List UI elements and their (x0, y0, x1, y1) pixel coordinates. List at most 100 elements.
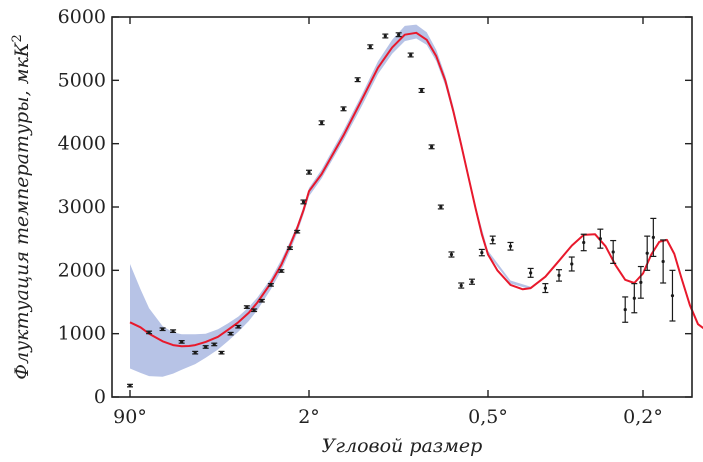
point-marker (295, 230, 299, 234)
uncertainty-band-group (130, 24, 531, 377)
data-point (622, 296, 629, 323)
data-point (178, 340, 185, 344)
data-point (448, 251, 455, 258)
data-point (610, 239, 617, 264)
point-marker (368, 45, 372, 49)
point-marker (397, 33, 401, 37)
data-point (267, 283, 274, 287)
point-marker (193, 351, 197, 355)
data-point (637, 265, 644, 299)
point-marker (570, 262, 574, 266)
point-marker (651, 235, 655, 239)
data-point (235, 324, 242, 329)
point-marker (491, 238, 495, 242)
data-point (669, 269, 676, 322)
data-point (211, 342, 218, 347)
point-marker (171, 329, 175, 333)
point-marker (470, 280, 474, 284)
point-marker (279, 269, 283, 273)
fit-line-group (129, 31, 703, 348)
point-marker (236, 325, 240, 329)
point-marker (645, 251, 649, 255)
data-point (300, 199, 307, 205)
y-tick-label: 4000 (58, 133, 106, 155)
y-tick-label: 5000 (58, 69, 106, 91)
point-marker (204, 345, 208, 349)
point-marker (543, 286, 547, 290)
point-marker (252, 308, 256, 312)
data-point (318, 120, 325, 126)
data-point (159, 327, 166, 332)
point-marker (623, 308, 627, 312)
y-tick-label: 6000 (58, 6, 106, 28)
y-tick-label: 1000 (58, 323, 106, 345)
point-marker (147, 330, 151, 334)
point-marker (307, 170, 311, 174)
data-point (202, 345, 209, 349)
x-tick-label: 0,2° (623, 406, 663, 428)
point-marker (229, 332, 233, 336)
x-tick-label: 0,5° (468, 406, 508, 428)
data-point (146, 330, 153, 335)
data-point (278, 269, 285, 273)
y-tick-label: 3000 (58, 196, 106, 218)
point-marker (160, 327, 165, 331)
data-point (458, 282, 465, 289)
data-point (354, 77, 361, 83)
point-marker (180, 340, 184, 344)
data-point (644, 235, 651, 271)
point-marker (383, 34, 387, 38)
point-marker (611, 250, 615, 254)
point-marker (269, 283, 273, 287)
point-marker (582, 240, 586, 245)
data-point (407, 52, 414, 58)
data-point (597, 228, 604, 249)
point-marker (212, 342, 216, 347)
data-points-group (127, 32, 676, 388)
fit-line (129, 31, 703, 348)
data-point (568, 256, 575, 272)
point-marker (557, 273, 561, 277)
point-marker (459, 283, 463, 288)
uncertainty-band (130, 24, 531, 377)
data-point (294, 229, 301, 234)
y-tick-label: 2000 (58, 259, 106, 281)
data-point (542, 283, 549, 294)
data-point (243, 305, 250, 309)
point-marker (508, 244, 513, 248)
point-marker (288, 246, 292, 250)
data-point (468, 278, 475, 285)
data-point (192, 350, 199, 355)
y-axis-title-superscript: 2 (10, 34, 25, 42)
point-marker (529, 271, 533, 275)
data-point (218, 350, 225, 355)
point-marker (356, 78, 360, 82)
data-point (418, 87, 425, 93)
data-point (478, 248, 485, 257)
point-marker (439, 205, 443, 209)
point-marker (260, 299, 264, 303)
point-marker (480, 251, 484, 255)
y-axis-ticks: 0 1000 2000 3000 4000 5000 6000 (58, 6, 692, 408)
x-tick-label: 2° (298, 406, 320, 428)
data-point (556, 269, 563, 282)
point-marker (632, 296, 636, 300)
point-marker (419, 88, 424, 93)
point-marker (219, 351, 224, 355)
x-axis-title: Угловой размер (322, 435, 483, 457)
point-marker (598, 237, 602, 241)
data-point (367, 44, 374, 50)
point-marker (661, 259, 665, 264)
y-axis-title: Флуктуация температуры, мкК2 (10, 34, 33, 380)
point-marker (128, 384, 132, 388)
data-point (428, 144, 435, 150)
data-point (306, 169, 312, 175)
point-marker (639, 280, 643, 284)
point-marker (301, 200, 306, 204)
data-point (650, 217, 657, 257)
point-marker (429, 145, 434, 149)
data-point (258, 298, 265, 303)
data-point (251, 308, 258, 313)
point-marker (449, 252, 454, 257)
